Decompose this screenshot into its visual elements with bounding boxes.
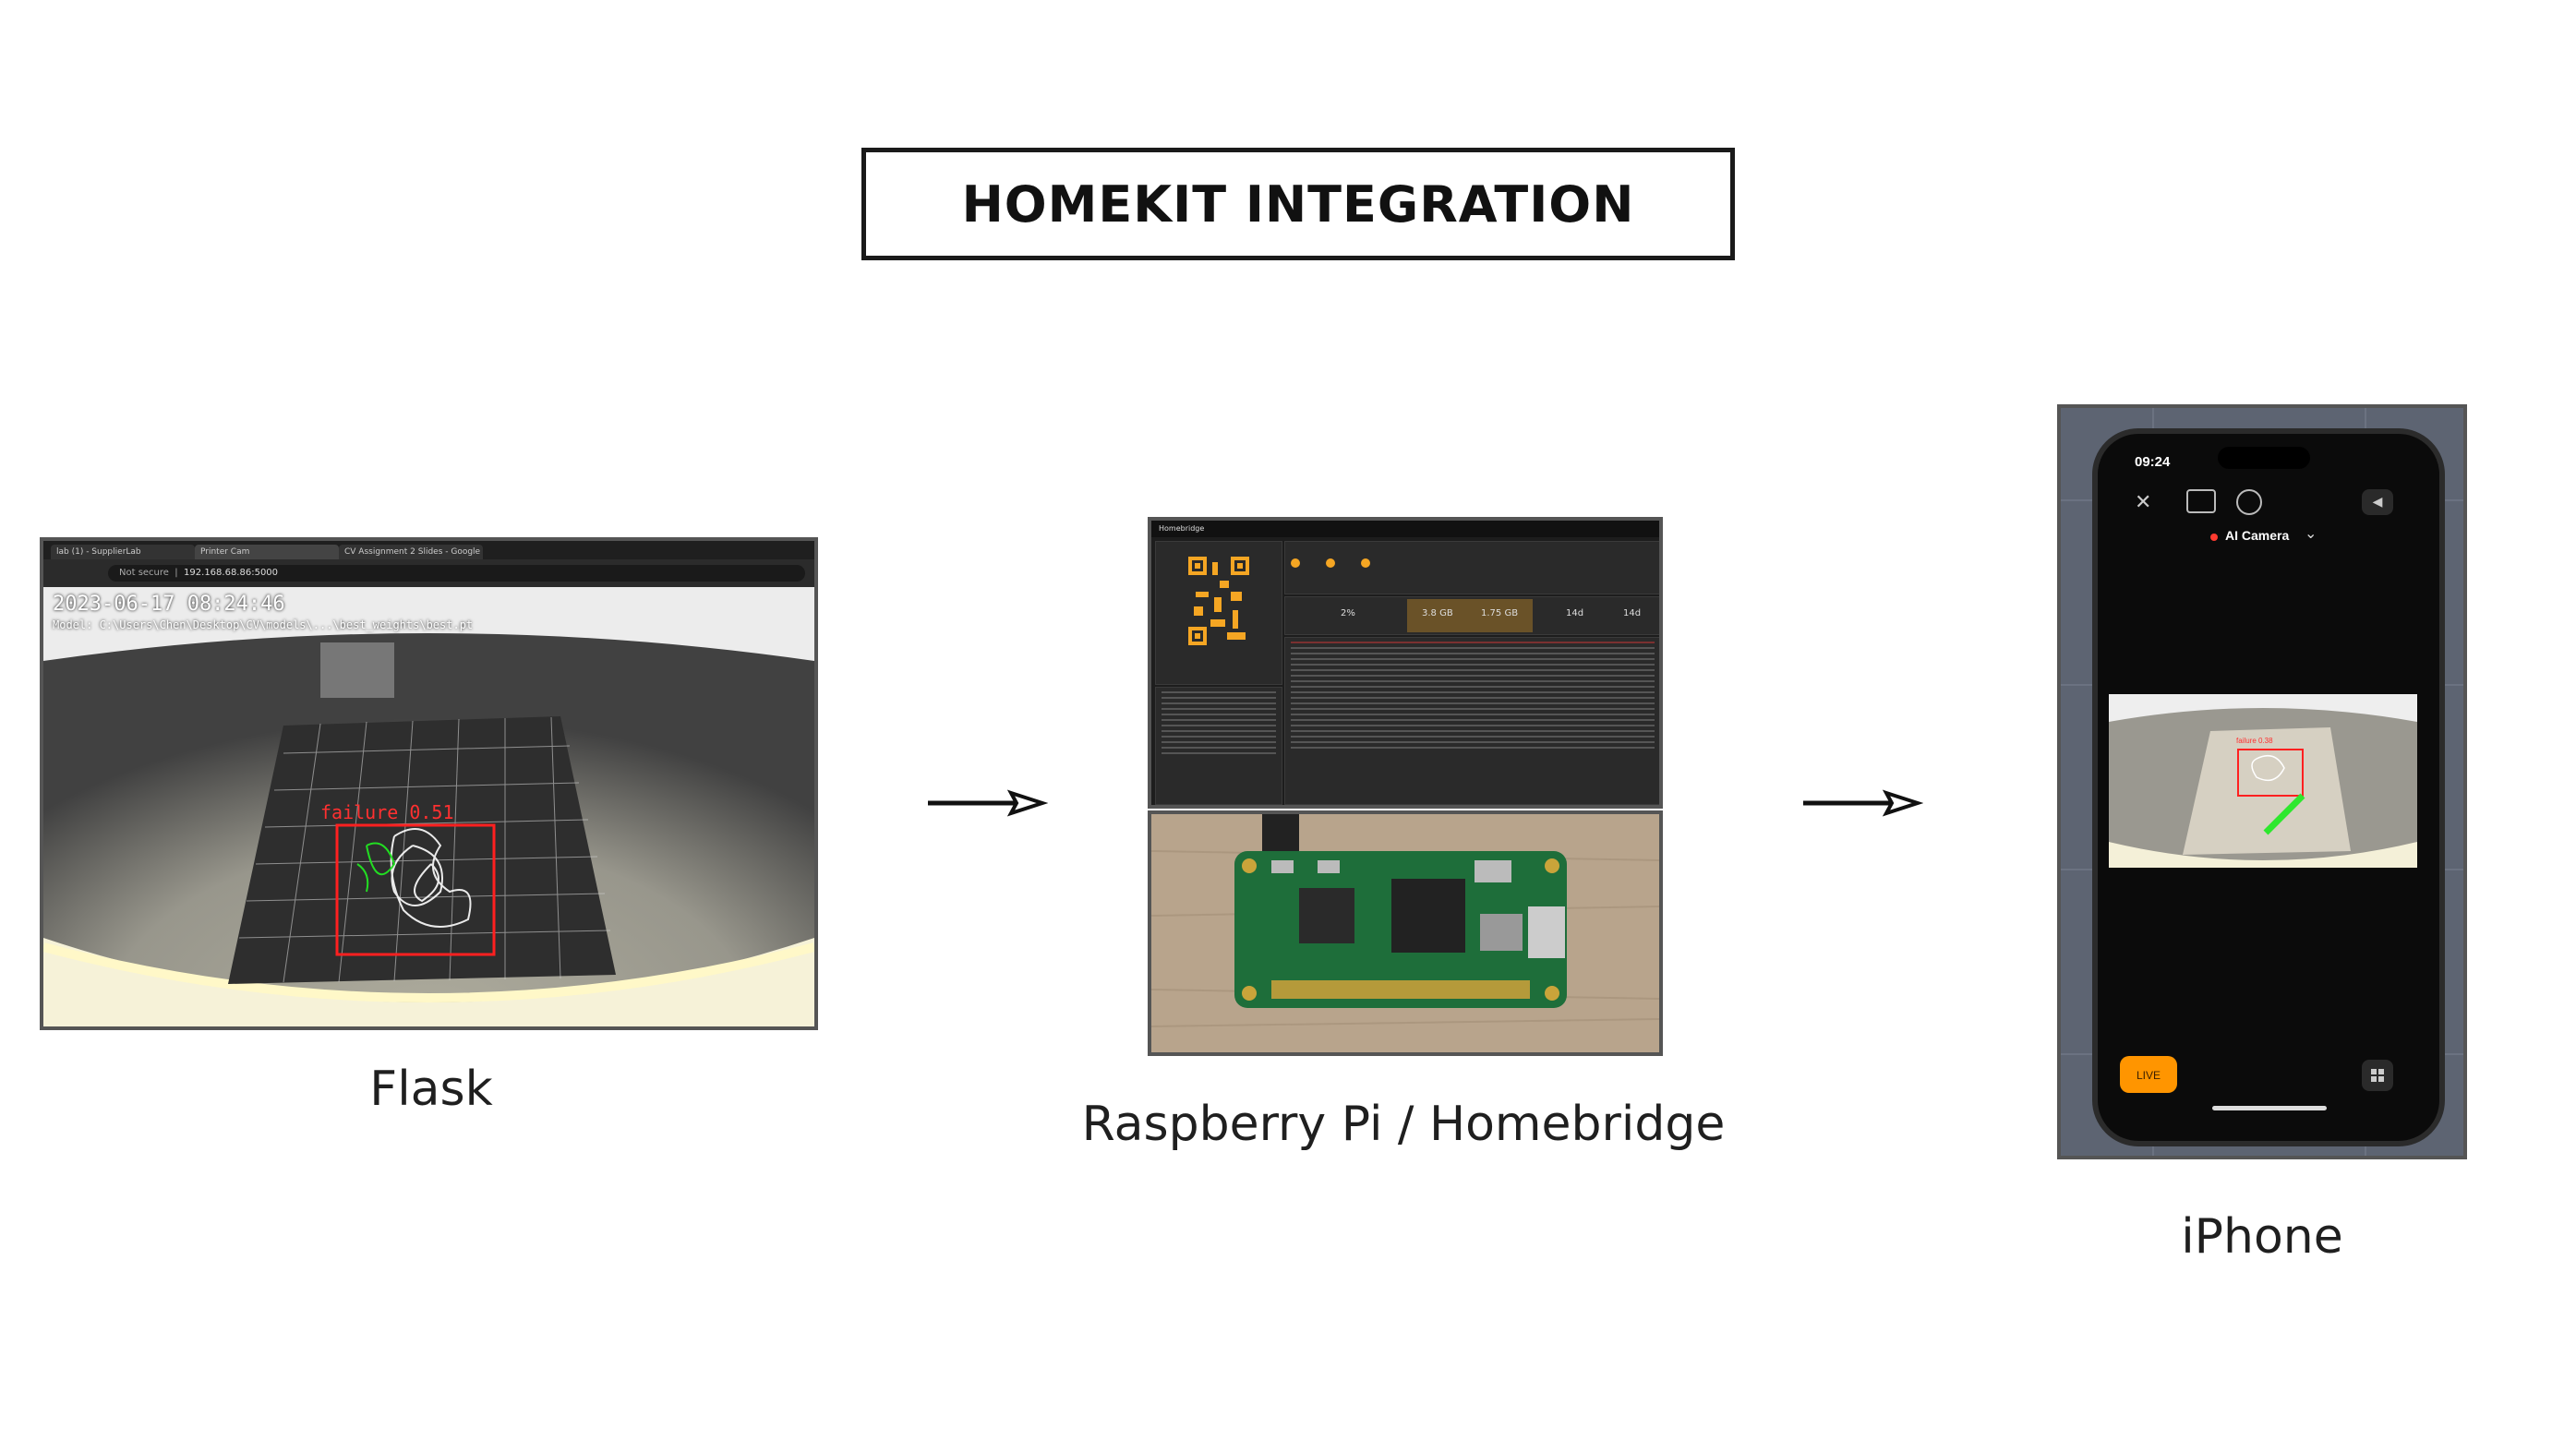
stats-panel: 2% 3.8 GB 1.75 GB 14d 14d <box>1284 596 1659 635</box>
arrow-pi-to-iphone <box>1803 789 1923 817</box>
timestamp-overlay: 2023-06-17 08:24:46 <box>53 593 285 616</box>
stat-uptime-1: 14d <box>1566 608 1584 618</box>
arrow-flask-to-pi <box>928 789 1048 817</box>
browser-tab: Printer Cam <box>195 545 339 559</box>
stat-cpu: 2% <box>1341 608 1355 618</box>
home-indicator <box>2212 1106 2327 1110</box>
raspberry-pi-board <box>1151 814 1659 1052</box>
diagram-title: HOMEKIT INTEGRATION <box>961 174 1635 234</box>
homebridge-app-name: Homebridge <box>1159 524 1205 533</box>
status-dot-icon <box>1361 558 1370 568</box>
chevron-down-icon[interactable]: ⌄ <box>2305 524 2317 542</box>
flask-caption: Flask <box>369 1062 493 1117</box>
picture-in-picture-icon[interactable] <box>2186 489 2216 513</box>
homebridge-topbar: Homebridge <box>1151 521 1659 537</box>
close-icon[interactable]: ✕ <box>2135 491 2152 514</box>
title-box: HOMEKIT INTEGRATION <box>861 148 1735 260</box>
qr-code-icon <box>1186 555 1251 647</box>
playback-icon[interactable] <box>2236 489 2262 515</box>
status-time: 09:24 <box>2135 454 2171 470</box>
grid-icon[interactable] <box>2362 1060 2393 1091</box>
qr-panel <box>1155 541 1282 685</box>
iphone-body: 09:24 ✕ ◀ AI Camera ⌄ failure 0.38 LIVE <box>2092 428 2445 1146</box>
homebridge-screenshot: Homebridge 2% 3.8 GB 1.75 GB 14d 14d <box>1148 517 1663 809</box>
stat-memory-total: 3.8 GB <box>1422 608 1453 618</box>
phone-detection-label: failure 0.38 <box>2236 737 2273 745</box>
camera-feed <box>2109 694 2417 868</box>
browser-tab-bar: lab (1) - SupplierLab Printer Cam CV Ass… <box>43 541 814 559</box>
printer-camera-view <box>43 587 814 1026</box>
status-panel <box>1284 541 1659 594</box>
system-info-panel <box>1155 687 1282 805</box>
iphone-caption: iPhone <box>2181 1209 2343 1265</box>
status-dot-icon <box>1291 558 1300 568</box>
live-label: LIVE <box>2136 1069 2161 1082</box>
stat-memory-free: 1.75 GB <box>1481 608 1519 618</box>
raspberry-pi-photo <box>1148 810 1663 1056</box>
live-button[interactable]: LIVE <box>2120 1056 2177 1093</box>
camera-name[interactable]: AI Camera <box>2225 528 2290 543</box>
not-secure-label: Not secure <box>119 568 169 578</box>
pi-caption: Raspberry Pi / Homebridge <box>1081 1097 1726 1152</box>
browser-tab: lab (1) - SupplierLab <box>51 545 195 559</box>
dynamic-island <box>2218 447 2310 469</box>
browser-tab: CV Assignment 2 Slides - Google <box>339 545 483 559</box>
model-path-overlay: Model: C:\Users\Chen\Desktop\CV\models\.… <box>53 618 474 631</box>
log-panel <box>1284 637 1659 805</box>
url-field: Not secure | 192.168.68.86:5000 <box>108 565 805 582</box>
recording-dot-icon <box>2210 534 2218 541</box>
browser-url-bar: Not secure | 192.168.68.86:5000 <box>43 559 814 587</box>
speaker-icon[interactable]: ◀ <box>2362 489 2393 515</box>
detection-label: failure 0.51 <box>320 801 454 823</box>
stat-uptime-2: 14d <box>1623 608 1642 618</box>
memory-highlight <box>1407 599 1533 632</box>
iphone-photo: 09:24 ✕ ◀ AI Camera ⌄ failure 0.38 LIVE <box>2057 404 2467 1159</box>
status-dot-icon <box>1326 558 1335 568</box>
flask-screenshot: lab (1) - SupplierLab Printer Cam CV Ass… <box>40 537 818 1030</box>
url-text: 192.168.68.86:5000 <box>184 568 279 578</box>
